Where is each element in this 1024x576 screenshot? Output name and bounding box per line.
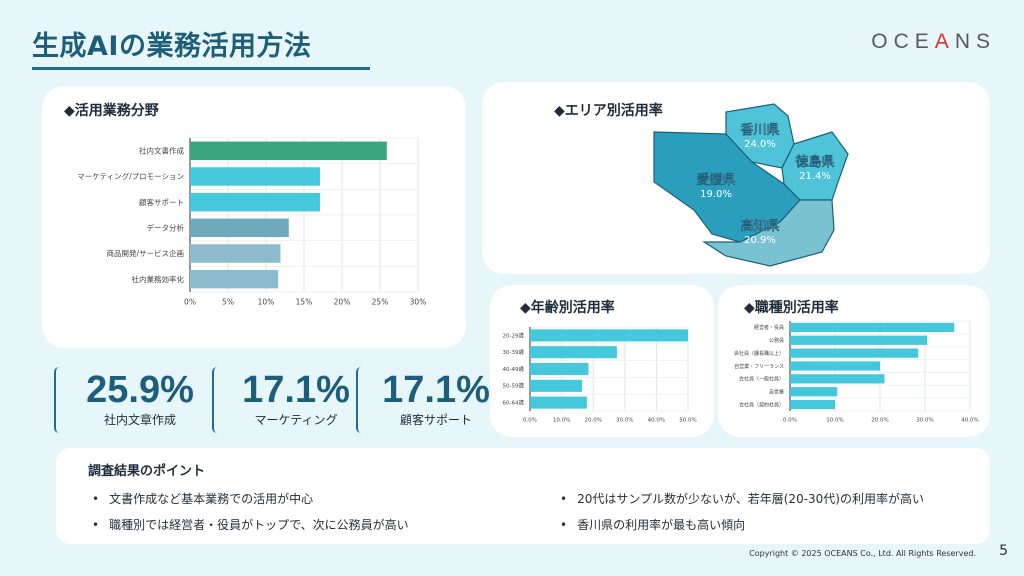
category-label: データ分析 [147, 222, 185, 232]
map-value-tokushima: 21.4% [799, 171, 831, 182]
map-value-ehime: 19.0% [700, 189, 732, 200]
tick-label: 30.0% [916, 418, 933, 424]
age-usage-chart: 0.0% 10.0% 20.0% 30.0% 40.0% 50.0% 20-29歳 30-39… [503, 326, 697, 424]
area-usage-card: ◆エリア別活用率 香川県 24.0% 徳島県 21.4% 愛媛県 19.0% 高… [482, 82, 990, 274]
key-point-item: 文書作成など基本業務での活用が中心 [92, 490, 313, 507]
key-points-card: 調査結果のポイント 文書作成など基本業務での活用が中心 職種別では経営者・役員が… [56, 448, 990, 544]
tick-label: 30% [410, 298, 427, 307]
tick-label: 0.0% [523, 418, 537, 424]
map-name-kochi: 高知県 [740, 218, 779, 234]
bar [790, 348, 919, 358]
category-label: 会社員（課長職以上） [734, 350, 784, 357]
bar [790, 387, 838, 397]
map-name-tokushima: 徳島県 [794, 154, 834, 170]
tick-label: 20.0% [584, 418, 601, 424]
kpi-bracket [356, 367, 361, 433]
map-name-kagawa: 香川県 [739, 122, 779, 138]
kpi-label: 社内文章作成 [103, 413, 176, 427]
page-title: 生成AIの業務活用方法 [32, 31, 312, 62]
tick-label: 5% [222, 298, 234, 307]
job-usage-chart: 0.0% 10.0% 20.0% 30.0% 40.0% 経営者・役員公務員会社員（課長職… [734, 320, 979, 424]
tick-label: 50.0% [679, 418, 696, 424]
category-label: 商品開発/サービス企画 [106, 248, 184, 258]
tick-label: 0% [184, 298, 196, 307]
area-usage-title: ◆エリア別活用率 [554, 103, 663, 119]
kpi-label: マーケティング [254, 413, 338, 427]
category-label: 40-49歳 [503, 365, 525, 373]
title-underline [32, 67, 370, 70]
copyright-text: Copyright © 2025 OCEANS Co., Ltd. All Ri… [749, 549, 976, 558]
page-number: 5 [999, 543, 1008, 559]
kpi-bracket [54, 367, 59, 433]
logo-text-post: NS [954, 30, 996, 53]
map-name-ehime: 愛媛県 [696, 172, 735, 188]
kpi-value: 17.1% [382, 369, 490, 411]
tick-label: 10.0% [826, 418, 843, 424]
bar [530, 396, 587, 409]
map-region-kochi [701, 199, 835, 267]
bar [530, 329, 688, 342]
tick-label: 10.0% [553, 418, 570, 424]
bar [190, 192, 320, 212]
category-label: 自営業・フリーランス [734, 363, 784, 370]
map-value-kochi: 20.9% [744, 235, 776, 246]
category-label: 社内文書作成 [139, 145, 184, 155]
key-points-title: 調査結果のポイント [88, 464, 206, 479]
tick-label: 15% [296, 298, 313, 307]
bar [790, 399, 835, 410]
tick-label: 20.0% [871, 418, 888, 424]
key-point-item: 20代はサンプル数が少ないが、若年層(20-30代)の利用率が高い [560, 490, 924, 507]
kpi-label: 顧客サポート [399, 413, 472, 427]
oceans-logo: OCEANS [871, 30, 996, 54]
job-usage-card: ◆職種別活用率 0.0% 10.0% 20.0% 30.0% 40.0% 経営者・役員公務… [718, 285, 990, 437]
business-usage-title: ◆活用業務分野 [64, 103, 159, 119]
key-point-item: 香川県の利用率が最も高い傾向 [560, 516, 745, 533]
bar [190, 269, 279, 289]
bar [530, 346, 617, 359]
bar [790, 335, 928, 345]
category-label: 会社員（契約社員） [739, 401, 784, 408]
tick-label: 30.0% [616, 418, 633, 424]
category-label: マーケティング/プロモーション [77, 171, 184, 181]
tick-label: 20% [334, 298, 351, 307]
kpi-value: 17.1% [242, 369, 350, 411]
tick-label: 10% [258, 298, 275, 307]
bar [190, 244, 281, 263]
shikoku-map: 香川県 24.0% 徳島県 21.4% 愛媛県 19.0% 高知県 20.9% [653, 103, 849, 267]
kpi-bracket [212, 367, 217, 433]
age-usage-card: ◆年齢別活用率 0.0% 10.0% 20.0% 30.0% 40.0% 50.0% 20-… [490, 285, 714, 437]
category-label: 会社員（一般社員） [739, 376, 784, 383]
category-label: 経営者・役員 [754, 324, 784, 331]
bar [190, 141, 387, 161]
bar [190, 218, 289, 238]
key-point-item: 職種別では経営者・役員がトップで、次に公務員が高い [92, 516, 409, 533]
business-usage-card: ◆活用業務分野 0% 5% 10% 15% 20% 25% 30% 社内文書作成マーケティング… [42, 86, 466, 348]
category-label: 顧客サポート [139, 197, 184, 207]
category-label: 50-59歳 [503, 382, 525, 390]
bar [790, 374, 885, 384]
category-label: 自営業 [769, 388, 784, 395]
logo-text-pre: OCE [871, 30, 935, 53]
tick-label: 40.0% [648, 418, 665, 424]
tick-label: 25% [372, 298, 389, 307]
tick-label: 40.0% [961, 418, 978, 424]
logo-text-accent: A [934, 30, 955, 53]
category-label: 20-29歳 [503, 331, 525, 339]
category-label: 公務員 [769, 337, 784, 344]
bar [190, 167, 320, 186]
bar [530, 362, 589, 376]
job-usage-title: ◆職種別活用率 [744, 300, 839, 316]
category-label: 30-39歳 [503, 348, 525, 356]
map-value-kagawa: 24.0% [744, 139, 776, 150]
bar [530, 379, 583, 392]
category-label: 社内業務効率化 [132, 274, 185, 284]
kpi-value: 25.9% [86, 369, 194, 411]
category-label: 60-64歳 [503, 399, 525, 407]
bar [790, 361, 880, 371]
age-usage-title: ◆年齢別活用率 [520, 300, 615, 316]
business-usage-chart: 0% 5% 10% 15% 20% 25% 30% 社内文書作成マーケティング/プロモーション… [77, 137, 427, 307]
bar [790, 322, 955, 333]
tick-label: 0.0% [783, 418, 797, 424]
